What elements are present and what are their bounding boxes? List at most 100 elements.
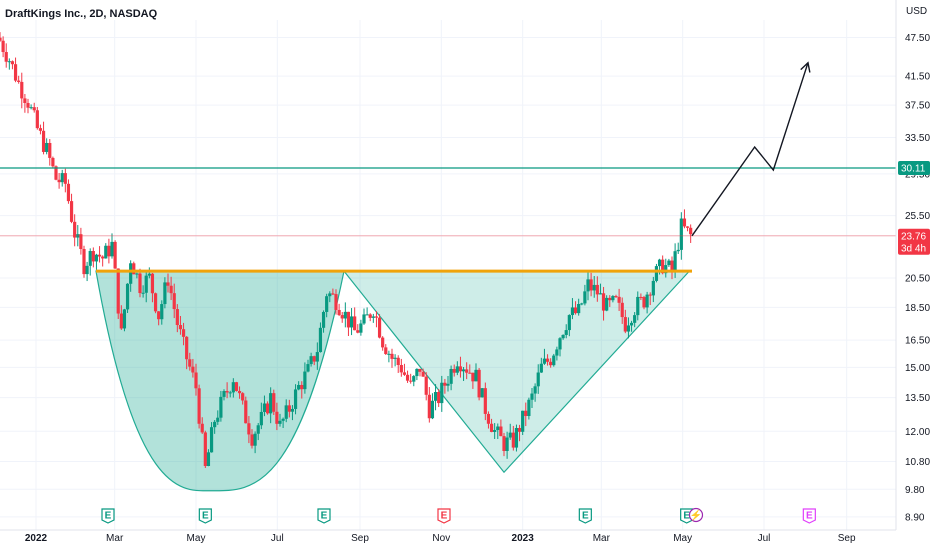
candle-body (595, 284, 599, 295)
candle-body (682, 218, 687, 227)
time-tick-label: 2022 (25, 533, 48, 544)
candle-body (583, 291, 587, 304)
event-letter: E (105, 511, 112, 522)
candle-body (611, 296, 615, 301)
candle-body (601, 293, 606, 311)
candle-body (82, 248, 86, 275)
candle-body (471, 372, 475, 382)
candle-body (41, 130, 46, 152)
candle-body (250, 434, 254, 446)
event-shield (101, 508, 115, 524)
candle-body (377, 317, 382, 338)
candle-body (629, 322, 634, 326)
candle-body (598, 293, 603, 295)
price-tick-label: 12.00 (905, 427, 930, 438)
candle-body (558, 338, 562, 350)
candle-body (533, 386, 537, 394)
price-label-badge (898, 228, 930, 255)
candle-body (188, 359, 192, 367)
candle-body (670, 260, 674, 271)
event-letter: E (441, 511, 448, 522)
time-axis[interactable]: 2022 Mar May Jul Sep Nov 2023 Mar May Jul Sep (0, 529, 896, 544)
time-tick-label: Jul (758, 533, 771, 544)
candle-body (415, 368, 419, 377)
candle-body (346, 311, 351, 328)
chart-title: DraftKings Inc., 2D, NASDAQ (5, 8, 158, 20)
candle-body (153, 293, 158, 312)
candle-body (57, 179, 61, 183)
candle-body (234, 382, 239, 391)
candle-body (7, 61, 11, 63)
event-marker: ⚡ (688, 507, 704, 523)
candle-body (144, 275, 148, 293)
candle-body (253, 433, 257, 446)
event-marker: E (578, 508, 592, 524)
candle-body (524, 410, 528, 417)
candle-body (265, 403, 270, 414)
candle-body (293, 389, 298, 409)
candle-body (399, 365, 403, 373)
candle-body (309, 356, 313, 365)
candle-body (580, 303, 584, 305)
event-letter: ⚡ (690, 509, 702, 522)
candle-body (620, 302, 624, 318)
candle-body (290, 408, 295, 412)
candle-body (256, 425, 260, 434)
candle-body (76, 234, 80, 238)
event-marker: E (802, 508, 816, 524)
events-row: E E E E E E ⚡ E (101, 507, 816, 524)
price-tick-label: 10.80 (905, 457, 930, 468)
candle-body (483, 388, 487, 414)
event-shield (317, 508, 331, 524)
candle-body (564, 330, 568, 335)
time-tick-label: May (187, 533, 206, 544)
candle-body (657, 259, 662, 267)
drawings[interactable] (0, 61, 896, 273)
candle-body (349, 316, 354, 328)
pattern-shapes (95, 270, 691, 492)
candle-body (477, 369, 481, 398)
time-tick-label: Mar (593, 533, 611, 544)
candle-body (216, 417, 220, 422)
candle-body (589, 279, 593, 291)
candle-body (642, 297, 646, 308)
candle-body (608, 297, 612, 301)
price-tick-label: 15.00 (905, 363, 930, 374)
candle-body (88, 251, 92, 266)
candle-body (505, 437, 509, 451)
candle-body (297, 384, 301, 390)
candle-body (328, 293, 332, 297)
candle-body (468, 372, 472, 374)
event-marker: E (317, 508, 331, 524)
candle-body (272, 393, 276, 412)
event-letter: E (806, 511, 813, 522)
candle-body (104, 245, 108, 259)
candle-body (284, 405, 288, 419)
candle-body (530, 393, 534, 400)
time-tick-label: Sep (838, 533, 856, 544)
candle-body (275, 411, 279, 424)
candle-body (113, 241, 117, 269)
candle-body (461, 369, 466, 372)
candle-body (539, 363, 543, 373)
candle-body (517, 427, 522, 432)
candle-body (664, 265, 668, 274)
price-tick-label: 8.90 (905, 512, 925, 523)
price-axis[interactable]: 47.5041.5037.5033.5029.5025.5020.5018.50… (895, 0, 930, 530)
candle-body (259, 411, 263, 426)
candle-body (300, 384, 304, 390)
candle-body (362, 314, 366, 324)
candle-body (278, 420, 282, 424)
candle-body (247, 423, 251, 435)
candle-body (511, 432, 515, 448)
candle-body (365, 314, 369, 316)
candles (0, 32, 693, 469)
candle-body (465, 369, 469, 373)
candle-body (48, 142, 52, 158)
candle-body (667, 260, 671, 266)
candle-body (101, 256, 105, 259)
candle-body (334, 294, 338, 310)
candle-body (303, 371, 307, 390)
